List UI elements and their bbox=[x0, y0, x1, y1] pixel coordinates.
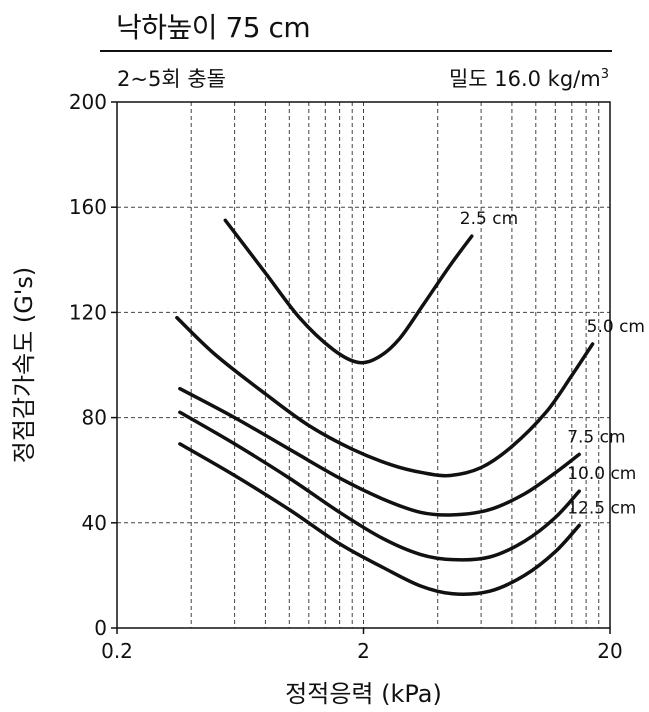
density-label-text: 밀도 16.0 kg/m bbox=[448, 67, 601, 91]
y-tick-label: 120 bbox=[69, 300, 107, 324]
y-tick-label: 200 bbox=[69, 90, 107, 114]
curve-4 bbox=[178, 410, 581, 562]
curve-label: 2.5 cm bbox=[460, 209, 518, 229]
x-tick-label: 20 bbox=[597, 639, 622, 663]
curve-2 bbox=[175, 315, 595, 478]
curve-labels: 2.5 cm 5.0 cm 7.5 cm 10.0 cm 12.5 cm bbox=[460, 209, 645, 518]
grid-lines bbox=[117, 102, 610, 628]
curve-3 bbox=[178, 386, 581, 517]
y-tick-label: 80 bbox=[82, 406, 107, 430]
density-label: 밀도 16.0 kg/m3 bbox=[449, 63, 609, 93]
y-tick-label: 40 bbox=[82, 511, 107, 535]
curve-label: 12.5 cm bbox=[567, 498, 636, 518]
chart-title: 낙하높이 75 cm bbox=[116, 11, 311, 44]
curve-label: 10.0 cm bbox=[567, 464, 636, 484]
x-tick-label: 2 bbox=[357, 639, 370, 663]
title-underline bbox=[100, 50, 612, 52]
curves bbox=[175, 218, 595, 596]
curve-label: 7.5 cm bbox=[567, 427, 625, 447]
impact-count-label: 2~5회 충돌 bbox=[117, 67, 226, 91]
curve-1 bbox=[223, 218, 474, 365]
x-axis-title: 정적응력 (kPa) bbox=[285, 680, 442, 708]
y-tick-label: 160 bbox=[69, 195, 107, 219]
y-axis-title: 정점감가속도 (G's) bbox=[10, 267, 38, 464]
density-label-exponent: 3 bbox=[600, 67, 609, 82]
x-tick-label: 0.2 bbox=[101, 639, 133, 663]
axis-ticks: 0 40 80 120 160 200 0.2 2 20 bbox=[69, 90, 623, 663]
curve-5 bbox=[178, 442, 581, 596]
y-tick-label: 0 bbox=[94, 616, 107, 640]
curve-label: 5.0 cm bbox=[587, 317, 645, 337]
